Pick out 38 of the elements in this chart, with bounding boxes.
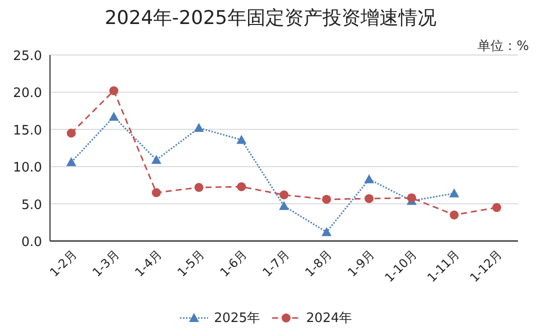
point <box>236 182 246 192</box>
x-tick-label: 1-7月 <box>260 247 292 280</box>
point <box>364 174 374 184</box>
text: 单位：% <box>478 39 529 54</box>
x-tick-label: 1-5月 <box>174 247 208 280</box>
point <box>449 188 460 198</box>
x-tick-label: 1-8月 <box>302 247 335 280</box>
point <box>194 182 204 192</box>
x-tick-label: 1-6月 <box>217 247 250 280</box>
point <box>108 112 119 121</box>
point <box>66 128 76 138</box>
point <box>194 122 204 132</box>
point <box>492 203 502 212</box>
legend-label: 2024年 <box>306 311 352 326</box>
y-tick-label: 25.0 <box>13 49 42 64</box>
x-tick-label: 1-2月 <box>47 247 80 280</box>
y-tick-label: 20.0 <box>13 86 42 102</box>
point <box>322 194 332 204</box>
point <box>66 157 76 166</box>
point <box>236 134 246 144</box>
x-tick-label: 1-3月 <box>90 247 122 280</box>
x-tick-label: 1-9月 <box>344 247 378 280</box>
legend-label: 2025年 <box>214 311 260 326</box>
point <box>152 188 161 198</box>
y-tick-label: 5.0 <box>21 198 42 213</box>
chart-title: 2024年-2025年固定资产投资增速情况 <box>104 7 436 29</box>
y-tick-label: 15.0 <box>13 123 42 138</box>
point <box>279 201 289 210</box>
point <box>151 154 162 164</box>
point <box>364 194 374 204</box>
y-tick-label: 0.0 <box>21 235 42 250</box>
point <box>407 193 416 202</box>
point <box>280 190 288 200</box>
point <box>109 86 118 96</box>
y-tick-label: 10.0 <box>13 160 42 176</box>
point <box>322 227 332 236</box>
x-tick-label: 1-4月 <box>132 247 164 280</box>
point <box>450 210 459 220</box>
